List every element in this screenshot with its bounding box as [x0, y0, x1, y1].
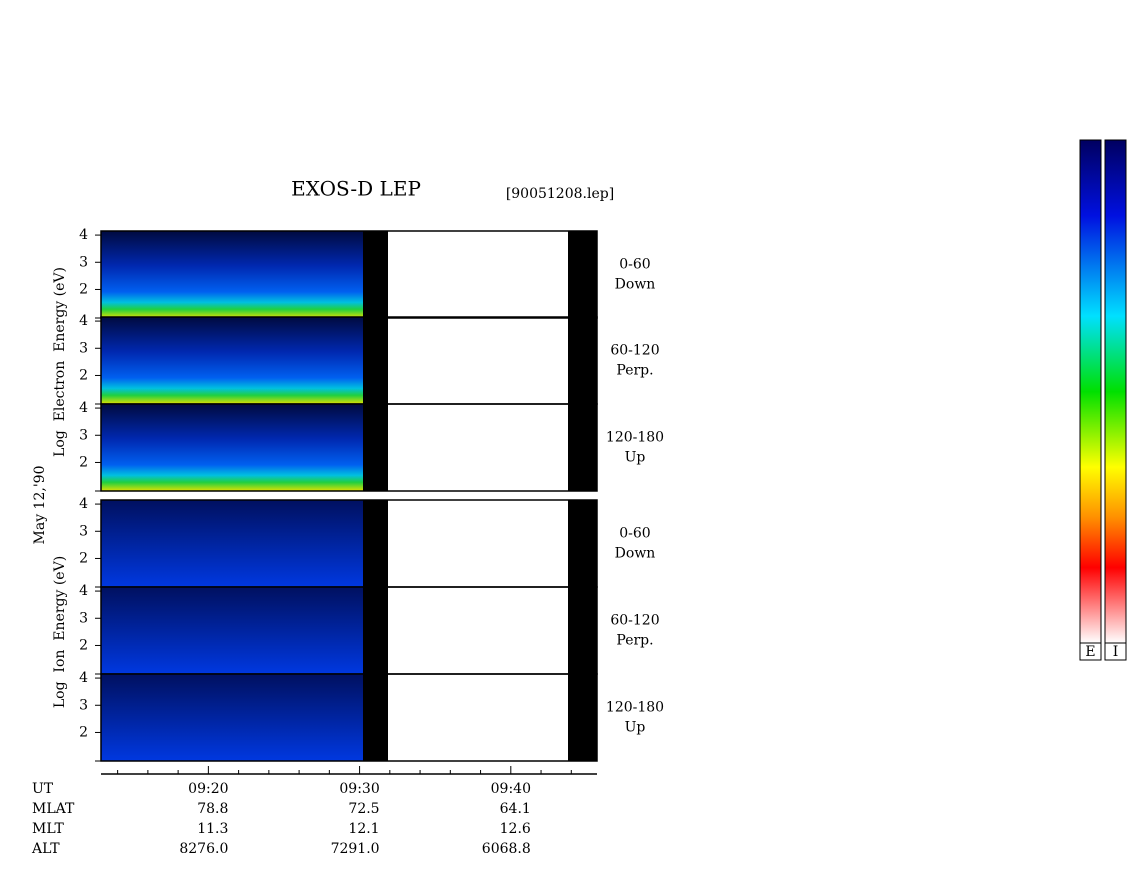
file-name: [90051208.lep] [506, 186, 614, 202]
orbit-value: 78.8 [197, 801, 228, 817]
direction: Perp. [616, 363, 653, 379]
y-axis-label: Log Electron Energy (eV) [52, 267, 68, 457]
y-tick-label: 3 [79, 254, 88, 270]
colorbar-label: I [1113, 644, 1119, 660]
y-tick-label: 2 [79, 724, 88, 740]
x-tick-label: 09:40 [491, 781, 531, 797]
orbit-value: 72.5 [348, 801, 379, 817]
panel-frame [100, 673, 598, 762]
orbit-value: 6068.8 [482, 841, 531, 857]
x-tick-label: 09:30 [339, 781, 379, 797]
spectrogram-panel [101, 587, 363, 674]
orbit-value: 7291.0 [331, 841, 380, 857]
spectrogram-panel [101, 404, 363, 491]
direction: Perp. [616, 633, 653, 649]
no-data [568, 500, 597, 587]
colorbar-label-box [1079, 642, 1102, 661]
spectrogram-panel [101, 231, 363, 318]
y-tick-label: 3 [79, 427, 88, 443]
no-data [568, 674, 597, 761]
y-tick-label: 2 [79, 637, 88, 653]
y-tick-label: 2 [79, 454, 88, 470]
no-data [568, 231, 597, 318]
pitch-angle: 120-180 [606, 430, 664, 446]
no-data [363, 674, 388, 761]
no-data [568, 404, 597, 491]
pitch-angle: 120-180 [606, 700, 664, 716]
spectrogram-panel [101, 500, 363, 587]
x-tick-label: 09:20 [188, 781, 228, 797]
y-tick-label: 3 [79, 697, 88, 713]
chart-title: EXOS-D LEP [291, 177, 421, 201]
orbit-label: ALT [31, 841, 60, 857]
spectrogram-panel [101, 674, 363, 761]
direction: Up [625, 720, 646, 736]
no-data [568, 587, 597, 674]
direction: Up [625, 450, 646, 466]
y-tick-label: 4 [79, 227, 88, 243]
y-tick-label: 2 [79, 550, 88, 566]
no-data [363, 587, 388, 674]
orbit-value: 12.1 [348, 821, 379, 837]
colorbar-label: E [1085, 644, 1095, 660]
pitch-angle: 60-120 [610, 613, 659, 629]
y-tick-label: 4 [79, 670, 88, 686]
y-tick-label: 3 [79, 610, 88, 626]
orbit-value: 12.6 [500, 821, 531, 837]
colorbar [1079, 139, 1102, 644]
no-data [363, 317, 388, 404]
pitch-angle: 60-120 [610, 343, 659, 359]
y-axis-label: Log Ion Energy (eV) [52, 556, 68, 708]
colorbar-label-box [1104, 642, 1127, 661]
y-tick-label: 3 [79, 523, 88, 539]
panel-frame [100, 403, 598, 492]
spectrogram-panel [101, 317, 363, 404]
direction: Down [615, 546, 656, 562]
y-tick-label: 4 [79, 313, 88, 329]
direction: Down [615, 277, 656, 293]
y-tick-label: 2 [79, 281, 88, 297]
pitch-angle: 0-60 [619, 526, 650, 542]
orbit-label: MLAT [32, 801, 75, 817]
no-data [568, 317, 597, 404]
orbit-value: 11.3 [197, 821, 228, 837]
y-tick-label: 2 [79, 367, 88, 383]
orbit-label: MLT [32, 821, 64, 837]
colorbar [1104, 139, 1127, 644]
no-data [363, 231, 388, 318]
y-tick-label: 4 [79, 400, 88, 416]
orbit-value: 64.1 [500, 801, 531, 817]
orbit-value: 8276.0 [179, 841, 228, 857]
y-tick-label: 4 [79, 496, 88, 512]
y-tick-label: 4 [79, 583, 88, 599]
no-data [363, 500, 388, 587]
pitch-angle: 0-60 [619, 257, 650, 273]
no-data [363, 404, 388, 491]
date: May 12,'90 [32, 466, 48, 545]
orbit-label: UT [32, 781, 54, 797]
y-tick-label: 3 [79, 340, 88, 356]
